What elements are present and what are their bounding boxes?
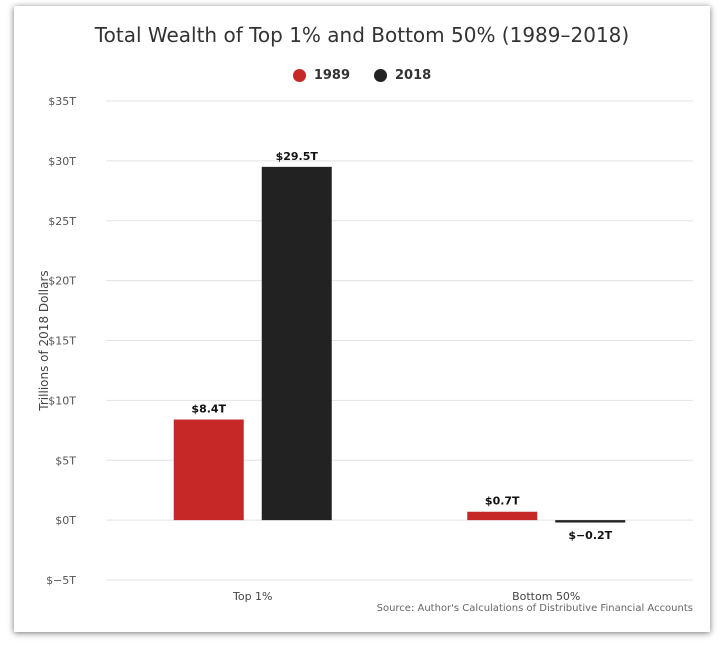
y-tick-label: $20T <box>48 275 76 288</box>
bar-2018-bottom-50 <box>555 520 626 523</box>
legend-swatch-1989 <box>292 69 306 82</box>
bar-1989-bottom-50 <box>467 511 538 521</box>
source-note: Source: Author's Calculations of Distrib… <box>376 603 693 614</box>
legend-item-2018[interactable]: 2018 <box>374 68 431 83</box>
chart-plot-area: $−5T $0T $5T $10T $15T $20T $25T $30T $35T Trilli… <box>37 95 693 603</box>
y-axis-title: Trillions of 2018 Dollars <box>37 270 51 411</box>
bar-2018-top-1 <box>261 166 332 521</box>
legend-item-1989[interactable]: 1989 <box>292 68 350 83</box>
y-tick-label: $15T <box>48 335 76 348</box>
legend: 1989 2018 <box>14 68 710 83</box>
y-tick-label: $30T <box>48 155 76 168</box>
data-label: $29.5T <box>276 150 319 163</box>
chart-card: Total Wealth of Top 1% and Bottom 50% (1… <box>14 6 710 632</box>
legend-label-2018: 2018 <box>395 68 432 83</box>
data-label: $−0.2T <box>568 529 612 542</box>
data-label: $8.4T <box>191 403 226 416</box>
x-tick-label: Bottom 50% <box>512 590 580 603</box>
y-tick-label: $−5T <box>46 574 76 587</box>
legend-swatch-2018 <box>374 69 387 82</box>
x-tick-label: Top 1% <box>232 590 273 603</box>
y-tick-label: $25T <box>48 215 76 228</box>
bar-1989-top-1 <box>173 419 244 521</box>
y-tick-label: $5T <box>55 454 76 467</box>
y-tick-label: $0T <box>55 514 76 527</box>
y-tick-label: $35T <box>48 95 76 108</box>
y-tick-label: $10T <box>48 394 76 407</box>
chart-title: Total Wealth of Top 1% and Bottom 50% (1… <box>94 23 630 47</box>
legend-label-1989: 1989 <box>313 68 350 83</box>
data-label: $0.7T <box>485 495 520 508</box>
